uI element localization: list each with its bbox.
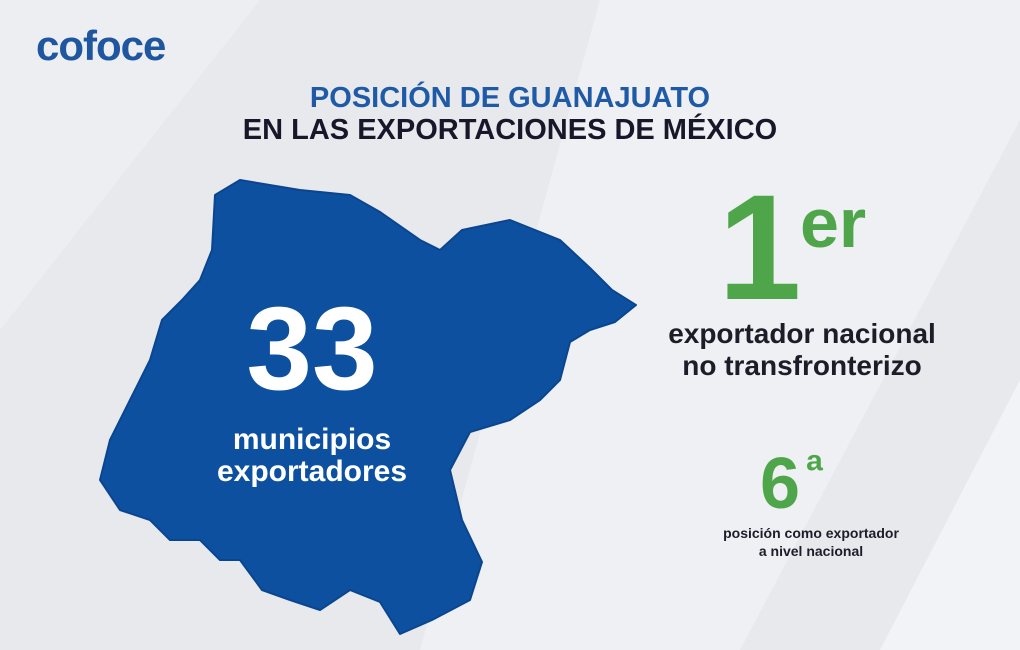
state-map	[99, 179, 637, 635]
stat-number: 33	[246, 283, 378, 415]
position-suffix: ª	[806, 445, 824, 497]
title: POSICIÓN DE GUANAJUATO	[309, 82, 711, 114]
position-number: 6	[760, 444, 801, 524]
position-label: a nivel nacional	[758, 543, 864, 559]
stat-label: exportadores	[216, 455, 408, 488]
logo: cofoce	[36, 22, 166, 69]
title: EN LAS EXPORTACIONES DE MÉXICO	[242, 114, 778, 146]
rank-label: no transfronterizo	[682, 350, 922, 381]
position-label: posición como exportador	[723, 525, 899, 541]
bg-stripe	[880, 380, 1020, 650]
stat-label: municipios	[232, 423, 392, 456]
bg-stripe	[0, 0, 260, 330]
rank-number: 1	[718, 163, 802, 331]
rank-label: exportador nacional	[668, 318, 936, 349]
bg-stripe	[420, 0, 1020, 650]
rank-suffix: er	[800, 184, 867, 262]
